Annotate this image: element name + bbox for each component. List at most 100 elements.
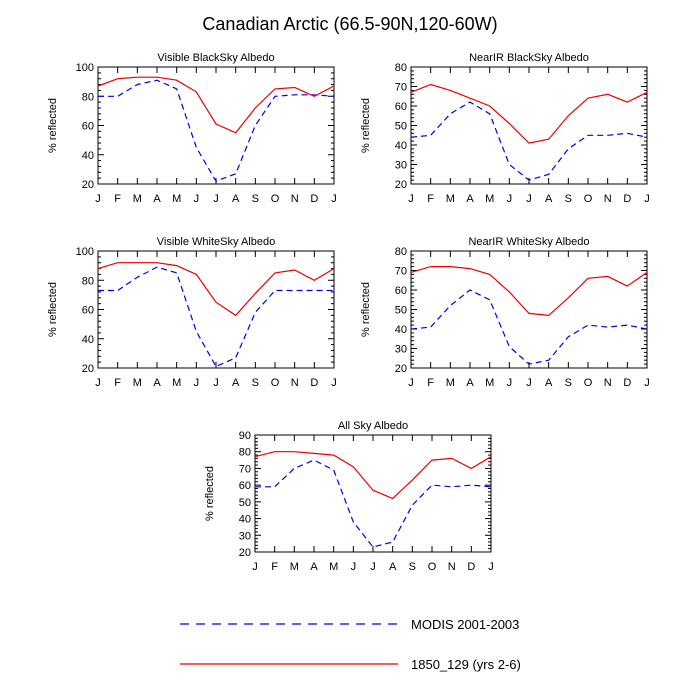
allsky-ytick-label: 30	[239, 530, 251, 542]
nearir-whitesky-xtick-label: J	[526, 377, 532, 389]
nearir-blacksky-ytick-label: 20	[395, 179, 407, 191]
visible-whitesky-xtick-label: F	[114, 377, 121, 389]
visible-blacksky-xtick-label: N	[291, 193, 299, 205]
visible-blacksky-ytick-label: 80	[82, 91, 94, 103]
nearir-blacksky-xtick-label: J	[526, 193, 532, 205]
allsky-title: All Sky Albedo	[338, 420, 408, 432]
nearir-blacksky-xtick-label: O	[584, 193, 593, 205]
nearir-whitesky-xtick-label: J	[644, 377, 650, 389]
allsky-xtick-label: S	[409, 561, 416, 573]
visible-blacksky-xtick-label: A	[232, 193, 240, 205]
visible-blacksky-ytick-label: 100	[76, 62, 94, 74]
nearir-blacksky-xtick-label: M	[446, 193, 455, 205]
visible-blacksky-title: Visible BlackSky Albedo	[157, 52, 274, 64]
nearir-whitesky-modis-line	[410, 289, 648, 365]
nearir-blacksky-xtick-label: F	[427, 193, 434, 205]
visible-blacksky-xtick-label: J	[194, 193, 200, 205]
visible-whitesky-xtick-label: J	[95, 377, 101, 389]
nearir-blacksky-xtick-label: J	[408, 193, 414, 205]
legend-model-label: 1850_129 (yrs 2-6)	[411, 657, 521, 672]
nearir-blacksky-xtick-label: N	[604, 193, 612, 205]
visible-whitesky-ytick-label: 100	[76, 246, 94, 258]
nearir-whitesky-xtick-label: M	[446, 377, 455, 389]
nearir-whitesky-xtick-label: O	[584, 377, 593, 389]
nearir-blacksky-xtick-label: D	[623, 193, 631, 205]
nearir-blacksky-xtick-label: J	[507, 193, 513, 205]
visible-blacksky-modis-line	[98, 79, 335, 182]
allsky-xtick-label: D	[467, 561, 475, 573]
nearir-blacksky-xtick-label: A	[466, 193, 474, 205]
allsky-ytick-label: 20	[239, 547, 251, 559]
nearir-blacksky-ytick-label: 50	[395, 121, 407, 133]
nearir-blacksky-xtick-label: A	[545, 193, 553, 205]
visible-blacksky-ytick-label: 60	[82, 121, 94, 133]
nearir-whitesky-xtick-label: A	[545, 377, 553, 389]
visible-whitesky-xtick-label: A	[153, 377, 161, 389]
nearir-blacksky-ytick-label: 40	[395, 140, 407, 152]
visible-blacksky-xtick-label: A	[153, 193, 161, 205]
visible-whitesky-xtick-label: M	[172, 377, 181, 389]
nearir-blacksky-ytick-label: 30	[395, 160, 407, 172]
visible-whitesky-xtick-label: J	[331, 377, 337, 389]
nearir-blacksky-title: NearIR BlackSky Albedo	[469, 52, 589, 64]
nearir-blacksky-xtick-label: M	[485, 193, 494, 205]
visible-whitesky-xtick-label: S	[252, 377, 259, 389]
allsky-modis-line	[255, 459, 492, 548]
allsky-frame	[254, 434, 492, 553]
visible-blacksky-xtick-label: J	[95, 193, 101, 205]
allsky-ytick-label: 40	[239, 514, 251, 526]
nearir-blacksky-panel: NearIR BlackSky Albedo % reflected 20 30 40 5…	[360, 52, 650, 205]
nearir-whitesky-xtick-label: D	[623, 377, 631, 389]
visible-blacksky-xtick-label: M	[133, 193, 142, 205]
visible-whitesky-xtick-label: O	[271, 377, 280, 389]
nearir-whitesky-xtick-label: J	[507, 377, 513, 389]
nearir-whitesky-ytick-label: 50	[395, 305, 407, 317]
visible-blacksky-xtick-label: M	[172, 193, 181, 205]
allsky-xtick-label: J	[252, 561, 258, 573]
visible-whitesky-xtick-label: D	[310, 377, 318, 389]
nearir-whitesky-ytick-label: 70	[395, 266, 407, 278]
allsky-ylabel: % reflected	[204, 466, 216, 521]
visible-whitesky-ytick-label: 60	[82, 305, 94, 317]
visible-whitesky-frame	[97, 250, 335, 369]
visible-whitesky-ytick-label: 20	[82, 363, 94, 375]
visible-whitesky-xtick-label: A	[232, 377, 240, 389]
nearir-whitesky-model-line	[410, 266, 648, 317]
nearir-blacksky-model-line	[410, 83, 648, 144]
visible-blacksky-ytick-label: 20	[82, 179, 94, 191]
legend: MODIS 2001-2003 1850_129 (yrs 2-6)	[180, 617, 521, 672]
visible-whitesky-ylabel: % reflected	[47, 282, 59, 337]
nearir-whitesky-ylabel: % reflected	[360, 282, 372, 337]
visible-whitesky-xtick-label: J	[213, 377, 219, 389]
nearir-blacksky-xtick-label: S	[565, 193, 572, 205]
nearir-blacksky-frame	[410, 66, 648, 185]
visible-blacksky-model-line	[97, 76, 335, 134]
allsky-xtick-label: M	[329, 561, 338, 573]
visible-blacksky-xtick-label: J	[213, 193, 219, 205]
visible-blacksky-xtick-label: F	[114, 193, 121, 205]
nearir-blacksky-xtick-label: J	[644, 193, 650, 205]
visible-whitesky-model-line	[97, 262, 335, 317]
nearir-whitesky-xtick-label: F	[427, 377, 434, 389]
nearir-whitesky-xtick-label: M	[485, 377, 494, 389]
allsky-ytick-label: 70	[239, 463, 251, 475]
allsky-xtick-label: J	[488, 561, 494, 573]
visible-blacksky-xtick-label: D	[310, 193, 318, 205]
allsky-xtick-label: M	[290, 561, 299, 573]
nearir-blacksky-ytick-label: 80	[395, 62, 407, 74]
visible-blacksky-xtick-label: J	[331, 193, 337, 205]
allsky-xtick-label: A	[310, 561, 318, 573]
visible-whitesky-title: Visible WhiteSky Albedo	[157, 236, 275, 248]
nearir-whitesky-ytick-label: 20	[395, 363, 407, 375]
visible-blacksky-ylabel: % reflected	[47, 98, 59, 153]
allsky-xtick-label: F	[271, 561, 278, 573]
nearir-whitesky-xtick-label: S	[565, 377, 572, 389]
allsky-ytick-label: 60	[239, 480, 251, 492]
nearir-whitesky-panel: NearIR WhiteSky Albedo % reflected 20 30 40 5…	[360, 236, 650, 389]
visible-blacksky-ytick-label: 40	[82, 150, 94, 162]
allsky-ytick-label: 50	[239, 497, 251, 509]
allsky-xtick-label: A	[389, 561, 397, 573]
nearir-whitesky-xtick-label: A	[466, 377, 474, 389]
visible-blacksky-xtick-label: O	[271, 193, 280, 205]
